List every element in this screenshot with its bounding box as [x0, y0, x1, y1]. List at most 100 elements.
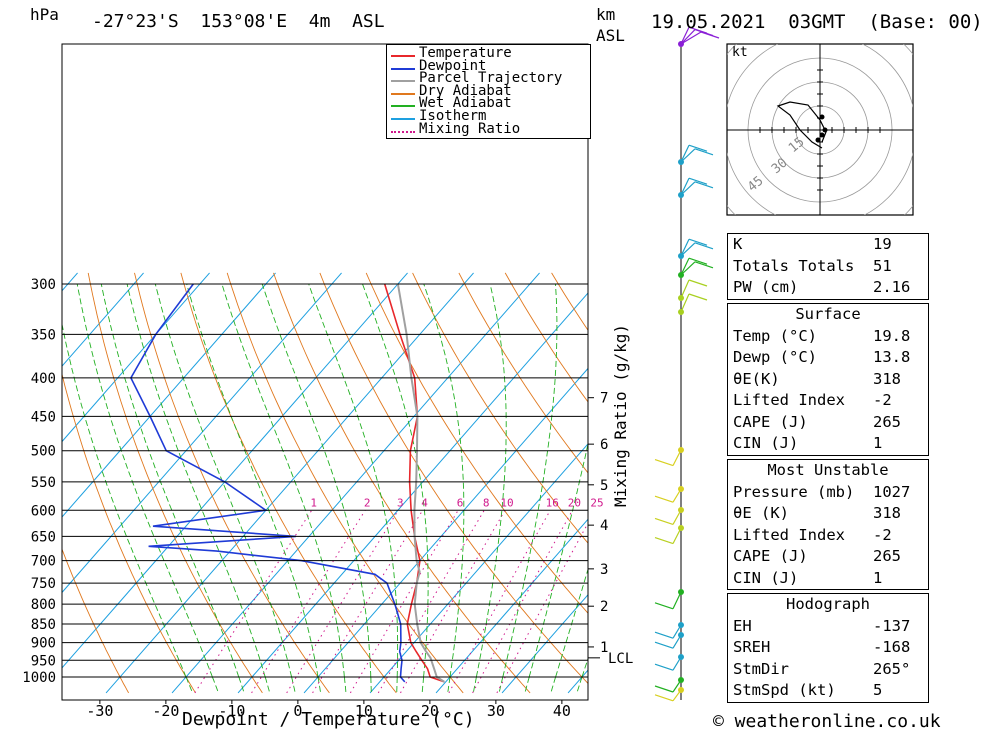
legend-item: Wet Adiabat — [387, 96, 590, 112]
pressure-tick-label: 600 — [31, 503, 56, 519]
row-value: 2.16 — [873, 278, 911, 296]
wet-adiabat-line — [502, 283, 558, 678]
dry-adiabat-line — [180, 272, 397, 694]
wind-barb — [680, 31, 702, 45]
row-label: StmSpd (kt) — [733, 681, 836, 699]
dry-adiabat-line — [62, 372, 196, 694]
dry-adiabat-line — [134, 272, 330, 694]
wind-barb-flag — [654, 685, 674, 693]
legend-item: Dry Adiabat — [387, 82, 590, 100]
wind-barb — [672, 679, 682, 693]
wind-barb — [680, 144, 690, 163]
hodograph-trace — [776, 101, 827, 149]
wind-barb — [672, 488, 682, 503]
pressure-tick-label: 850 — [31, 617, 56, 633]
pressure-tick-label: 350 — [31, 327, 56, 343]
row-value: 265° — [873, 659, 911, 678]
legend-item: Temperature — [387, 46, 590, 62]
row-value: 5 — [873, 681, 883, 699]
mixing-ratio-line — [349, 510, 459, 694]
wind-barb — [672, 656, 682, 671]
legend-swatch — [391, 118, 415, 120]
x-tick-label: 10 — [355, 702, 373, 720]
row-value: 1 — [873, 434, 883, 452]
wet-adiabat-line — [472, 676, 477, 693]
mixing-ratio-line — [472, 510, 573, 694]
row-label: θE (K) — [733, 504, 789, 522]
legend-label: Dewpoint — [419, 57, 487, 74]
row-value: 318 — [873, 504, 901, 522]
x-tick-label: 20 — [421, 702, 439, 720]
credit-text: © weatheronline.co.uk — [713, 711, 941, 732]
wind-barb-flag — [654, 663, 674, 671]
wet-adiabat-line — [261, 283, 372, 678]
row-value: 1027 — [873, 482, 911, 501]
wind-barb — [672, 591, 682, 610]
wet-adiabat-line — [317, 676, 322, 693]
wet-adiabat-line — [370, 676, 372, 693]
legend-label: Dry Adiabat — [419, 82, 512, 99]
dry-adiabat-line — [412, 272, 588, 544]
wind-barb-flag — [688, 279, 708, 287]
legend-item: Parcel Trajectory — [387, 71, 590, 87]
legend-swatch — [391, 130, 415, 133]
table-row: K 19 — [728, 234, 928, 256]
mixing-ratio-tick-label: 4 — [421, 496, 428, 509]
wind-barb-flag — [694, 261, 714, 269]
row-label: Lifted Index — [733, 391, 845, 409]
table-row: Lifted Index -2 — [728, 390, 928, 412]
mixing-ratio-tick-label: 10 — [500, 496, 513, 509]
height-unit-km: km — [596, 5, 616, 24]
row-value: 265 — [873, 547, 901, 565]
table-row: Temp (°C) 19.8 — [728, 326, 928, 348]
km-tick-label: 3 — [600, 562, 608, 578]
pressure-tick-label: 650 — [31, 529, 56, 545]
wet-adiabat-line — [498, 676, 504, 693]
wet-adiabat-line — [343, 676, 347, 693]
km-tick-label: 4 — [600, 518, 608, 534]
pressure-tick-label: 550 — [31, 475, 56, 491]
row-label: Totals Totals — [733, 256, 855, 275]
wind-barb — [672, 509, 682, 525]
row-label: Dewp (°C) — [733, 348, 817, 366]
row-value: 318 — [873, 369, 901, 388]
legend-swatch — [391, 105, 415, 108]
wind-barb — [680, 181, 696, 196]
x-axis-label: Dewpoint / Temperature (°C) — [182, 709, 475, 730]
wind-barb — [680, 279, 690, 299]
pressure-tick-label: 750 — [31, 576, 56, 592]
wind-barb — [672, 527, 682, 544]
isotherm-line — [0, 273, 12, 693]
table-title: Most Unstable — [767, 461, 889, 479]
wind-barb-flag — [700, 31, 720, 39]
legend: Temperature Dewpoint Parcel Trajectory Dry … — [386, 44, 591, 139]
mixing-ratio-line — [194, 510, 313, 694]
table-row: θE(K) 318 — [728, 369, 928, 391]
dry-adiabat-line — [365, 272, 588, 614]
table-row: Totals Totals 51 — [728, 256, 928, 278]
dry-adiabat-line — [504, 272, 588, 403]
wind-barb-flag — [694, 148, 714, 156]
wet-adiabat-line — [524, 676, 530, 694]
plot-area — [0, 272, 588, 694]
row-label: CIN (J) — [733, 434, 799, 452]
mixing-ratio-tick-label: 16 — [546, 496, 559, 509]
wet-adiabat-line — [264, 676, 271, 694]
wind-barb — [672, 634, 682, 649]
wind-barb — [672, 624, 682, 639]
wind-barb-flag — [654, 537, 674, 545]
hodograph-table: Hodograph EH -137 SREH -168 StmDir 265° StmSpd … — [727, 593, 929, 703]
wind-barb — [672, 449, 682, 466]
most-unstable-table: Most Unstable Pressure (mb) 1027 θE (K) 318 L… — [727, 459, 929, 590]
pressure-tick-label: 700 — [31, 554, 56, 570]
x-tick-label: 40 — [553, 702, 571, 720]
mixing-ratio-line — [496, 522, 588, 694]
legend-item: Dewpoint — [387, 57, 590, 75]
row-value: 19.8 — [873, 326, 911, 345]
row-value: 1 — [873, 568, 883, 587]
mixing-ratio-tick-label: 3 — [397, 496, 404, 509]
dry-adiabat-line — [62, 547, 129, 694]
table-row: Dewp (°C) 13.8 — [728, 347, 928, 369]
wet-adiabat-line — [550, 676, 557, 694]
